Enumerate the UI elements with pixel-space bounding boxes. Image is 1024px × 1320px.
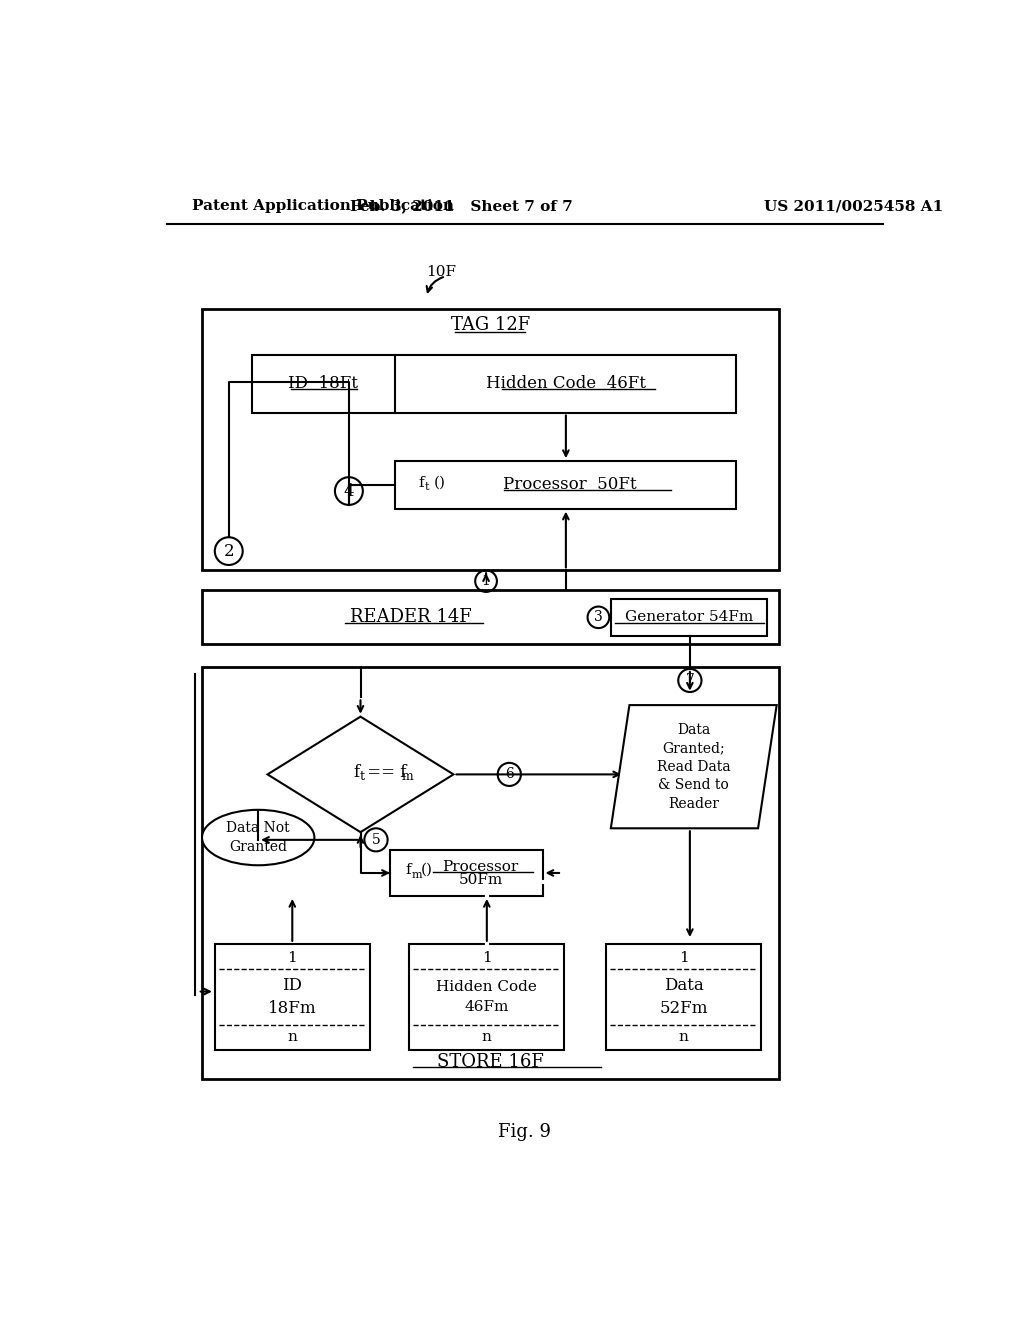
Text: 3: 3 xyxy=(594,610,603,624)
Text: 1: 1 xyxy=(482,950,492,965)
Text: READER 14F: READER 14F xyxy=(350,607,472,626)
Text: Hidden Code
46Fm: Hidden Code 46Fm xyxy=(436,981,538,1014)
Text: 7: 7 xyxy=(685,673,694,688)
Text: Feb. 3, 2011   Sheet 7 of 7: Feb. 3, 2011 Sheet 7 of 7 xyxy=(350,199,572,213)
Text: 1: 1 xyxy=(481,574,490,589)
Polygon shape xyxy=(267,717,454,832)
Text: Processor: Processor xyxy=(442,859,519,874)
Bar xyxy=(611,599,767,636)
Text: Patent Application Publication: Patent Application Publication xyxy=(191,199,454,213)
Bar xyxy=(252,355,736,412)
Text: Data Not
Granted: Data Not Granted xyxy=(226,821,290,854)
Text: n: n xyxy=(482,1030,492,1044)
Bar xyxy=(202,590,779,644)
Bar xyxy=(390,850,543,896)
Text: ID  18Ft: ID 18Ft xyxy=(289,375,358,392)
Text: 4: 4 xyxy=(344,483,354,499)
Text: 10F: 10F xyxy=(426,265,457,280)
Text: 1: 1 xyxy=(288,950,297,965)
Text: Data
52Fm: Data 52Fm xyxy=(659,977,708,1018)
Text: TAG 12F: TAG 12F xyxy=(451,317,530,334)
Text: == f: == f xyxy=(361,763,406,780)
Bar xyxy=(202,667,779,1078)
Text: n: n xyxy=(288,1030,297,1044)
Text: Hidden Code  46Ft: Hidden Code 46Ft xyxy=(485,375,646,392)
Text: t: t xyxy=(359,770,365,783)
Text: f: f xyxy=(419,475,424,490)
Text: m: m xyxy=(401,770,413,783)
Text: 6: 6 xyxy=(505,767,514,781)
Text: f: f xyxy=(406,863,411,876)
Text: Generator 54Fm: Generator 54Fm xyxy=(625,610,754,624)
Polygon shape xyxy=(611,705,776,829)
Text: (): () xyxy=(433,475,445,490)
Text: ID
18Fm: ID 18Fm xyxy=(268,977,316,1018)
Text: f: f xyxy=(353,763,359,780)
Text: Data
Granted;
Read Data
& Send to
Reader: Data Granted; Read Data & Send to Reader xyxy=(657,723,730,810)
Text: Fig. 9: Fig. 9 xyxy=(499,1123,551,1142)
Bar xyxy=(395,461,736,508)
Text: (): () xyxy=(421,863,433,876)
Bar xyxy=(606,944,761,1051)
Text: 2: 2 xyxy=(223,543,234,560)
Text: 1: 1 xyxy=(679,950,688,965)
Text: n: n xyxy=(679,1030,688,1044)
Text: 5: 5 xyxy=(372,833,380,847)
Bar xyxy=(410,944,564,1051)
Text: m: m xyxy=(412,870,422,880)
Bar xyxy=(215,944,370,1051)
Ellipse shape xyxy=(202,810,314,866)
Text: Processor  50Ft: Processor 50Ft xyxy=(503,477,637,494)
Bar xyxy=(202,309,779,570)
Text: t: t xyxy=(425,482,429,492)
Text: STORE 16F: STORE 16F xyxy=(437,1052,544,1071)
Text: US 2011/0025458 A1: US 2011/0025458 A1 xyxy=(764,199,943,213)
Text: 50Fm: 50Fm xyxy=(459,873,503,887)
